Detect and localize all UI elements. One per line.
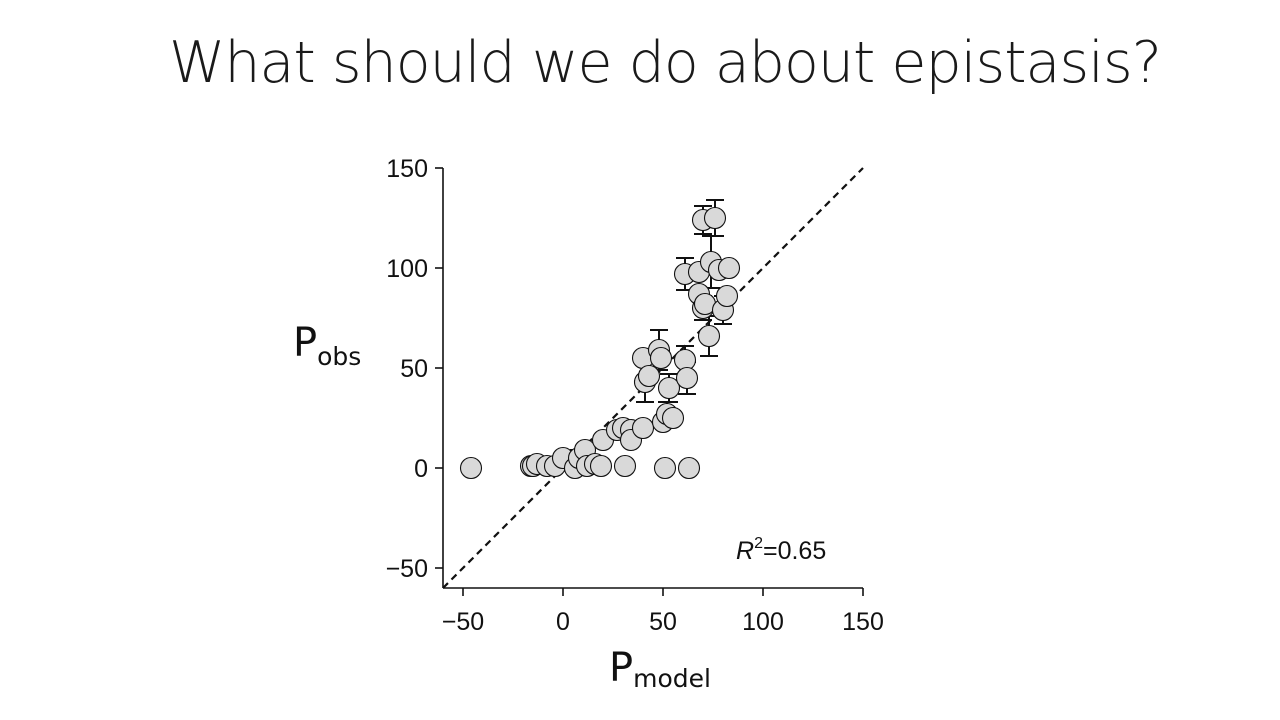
r-squared-value: =0.65	[763, 537, 826, 565]
y-axis-title-sub: obs	[317, 342, 361, 371]
y-axis-title: Pobs	[293, 320, 361, 371]
x-tick-label: 0	[556, 608, 570, 636]
y-tick-label: 50	[400, 355, 428, 383]
data-point	[717, 256, 741, 280]
data-point	[589, 454, 613, 478]
r-squared-symbol: R	[736, 537, 754, 565]
y-tick-label: 150	[386, 155, 428, 183]
data-point	[661, 406, 685, 430]
axes-layer: −50 0 50 100 150 −50 0 50 100 150	[386, 155, 884, 636]
data-point	[649, 346, 673, 370]
x-axis-title-sub: model	[633, 664, 711, 693]
data-point	[677, 456, 701, 480]
identity-line-layer	[442, 167, 864, 589]
data-point	[697, 324, 721, 348]
x-axis-title: Pmodel	[609, 645, 711, 693]
data-point	[675, 366, 699, 390]
points-layer	[459, 206, 741, 480]
x-tick-label: 150	[842, 608, 884, 636]
data-point	[631, 416, 655, 440]
y-tick-label: 0	[414, 455, 428, 483]
y-tick-label: −50	[386, 555, 428, 583]
data-point	[637, 364, 661, 388]
y-tick-label: 100	[386, 255, 428, 283]
y-axis-title-main: P	[293, 320, 317, 366]
r-squared-annotation: R2=0.65	[736, 535, 826, 565]
data-point	[657, 376, 681, 400]
x-tick-label: 100	[742, 608, 784, 636]
x-tick-label: −50	[442, 608, 484, 636]
data-point	[459, 456, 483, 480]
data-point	[715, 284, 739, 308]
x-tick-label: 50	[649, 608, 677, 636]
r-squared-exponent: 2	[754, 535, 763, 552]
data-point	[703, 206, 727, 230]
identity-line	[442, 167, 864, 589]
slide-title: What should we do about epistasis?	[169, 30, 1162, 96]
x-axis-title-main: P	[609, 645, 633, 691]
data-point	[653, 456, 677, 480]
data-point	[613, 454, 637, 478]
